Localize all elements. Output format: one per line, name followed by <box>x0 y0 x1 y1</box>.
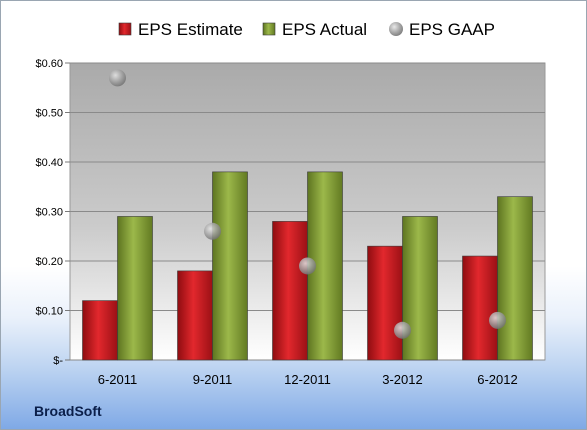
point-eps-gaap <box>489 311 506 329</box>
y-tick-label: $0.20 <box>35 256 63 268</box>
legend: EPS Estimate EPS Actual EPS GAAP <box>118 20 495 39</box>
bar-eps-estimate <box>367 245 403 361</box>
y-tick-label: $- <box>53 355 63 367</box>
point-eps-gaap <box>394 321 411 339</box>
y-tick-label: $0.30 <box>35 207 63 219</box>
bar-eps-estimate <box>462 255 498 361</box>
y-tick-label: $0.10 <box>35 306 63 318</box>
y-tick-label: $0.50 <box>35 108 63 120</box>
plot-area: $- $0.10 $0.20 $0.30 $0.40 $0.50 $0.60 6-2011 9-… <box>35 58 546 387</box>
y-tick-label: $0.60 <box>35 58 63 70</box>
y-tick-label: $0.40 <box>35 157 63 169</box>
legend-marker <box>389 22 403 36</box>
x-tick-label: 3-2012 <box>382 372 422 387</box>
legend-label: EPS Actual <box>282 20 367 39</box>
point-eps-gaap <box>204 222 221 240</box>
point-eps-gaap <box>299 257 316 275</box>
bar-eps-estimate <box>177 270 213 361</box>
legend-marker <box>262 22 276 36</box>
bar-eps-estimate <box>82 300 118 361</box>
bar-eps-actual <box>402 216 438 361</box>
legend-marker <box>118 22 132 36</box>
x-tick-label: 6-2011 <box>98 372 138 387</box>
point-eps-gaap <box>109 69 126 87</box>
x-tick-label: 12-2011 <box>284 372 331 387</box>
bar-eps-actual <box>497 196 533 361</box>
x-tick-label: 6-2012 <box>477 372 517 387</box>
bar-eps-actual <box>117 216 153 361</box>
bar-eps-actual <box>212 171 248 361</box>
legend-label: EPS Estimate <box>138 20 243 39</box>
legend-label: EPS GAAP <box>409 20 495 39</box>
brand-label: BroadSoft <box>34 403 102 419</box>
x-tick-label: 9-2011 <box>193 372 233 387</box>
bar-eps-estimate <box>272 221 308 361</box>
